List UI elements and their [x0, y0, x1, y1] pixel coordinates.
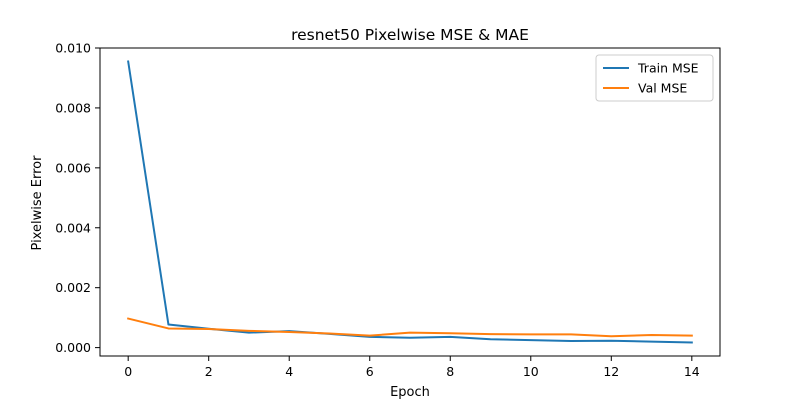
x-tick-label: 0 — [124, 364, 132, 379]
x-tick-label: 2 — [205, 364, 213, 379]
x-tick-label: 8 — [446, 364, 454, 379]
legend-box — [595, 54, 714, 102]
plot-area: 0 2 4 6 8 10 12 14 0.000 0.002 0.004 0.006 0.008 0.01… — [55, 41, 721, 379]
x-tick-label: 4 — [285, 364, 293, 379]
x-tick-label: 12 — [603, 364, 619, 379]
y-axis-label: Pixelwise Error — [30, 155, 45, 251]
y-tick-label: 0.010 — [55, 41, 91, 56]
x-tick-label: 14 — [684, 364, 700, 379]
x-axis-label: Epoch — [390, 385, 430, 400]
y-tick-label: 0.004 — [55, 220, 91, 235]
legend-label-train-mse: Train MSE — [637, 61, 699, 76]
x-tick-label: 6 — [366, 364, 374, 379]
series-line-val-mse — [126, 317, 693, 338]
x-tick-label: 10 — [523, 364, 539, 379]
y-tick-label: 0.000 — [55, 340, 91, 355]
axes-frame — [99, 47, 721, 357]
y-tick-label: 0.006 — [55, 160, 91, 175]
y-tick-label: 0.008 — [55, 100, 91, 115]
legend: Train MSE Val MSE — [595, 54, 714, 102]
y-tick-label: 0.002 — [55, 280, 91, 295]
legend-label-val-mse: Val MSE — [638, 81, 687, 96]
chart-title: resnet50 Pixelwise MSE & MAE — [291, 26, 529, 44]
